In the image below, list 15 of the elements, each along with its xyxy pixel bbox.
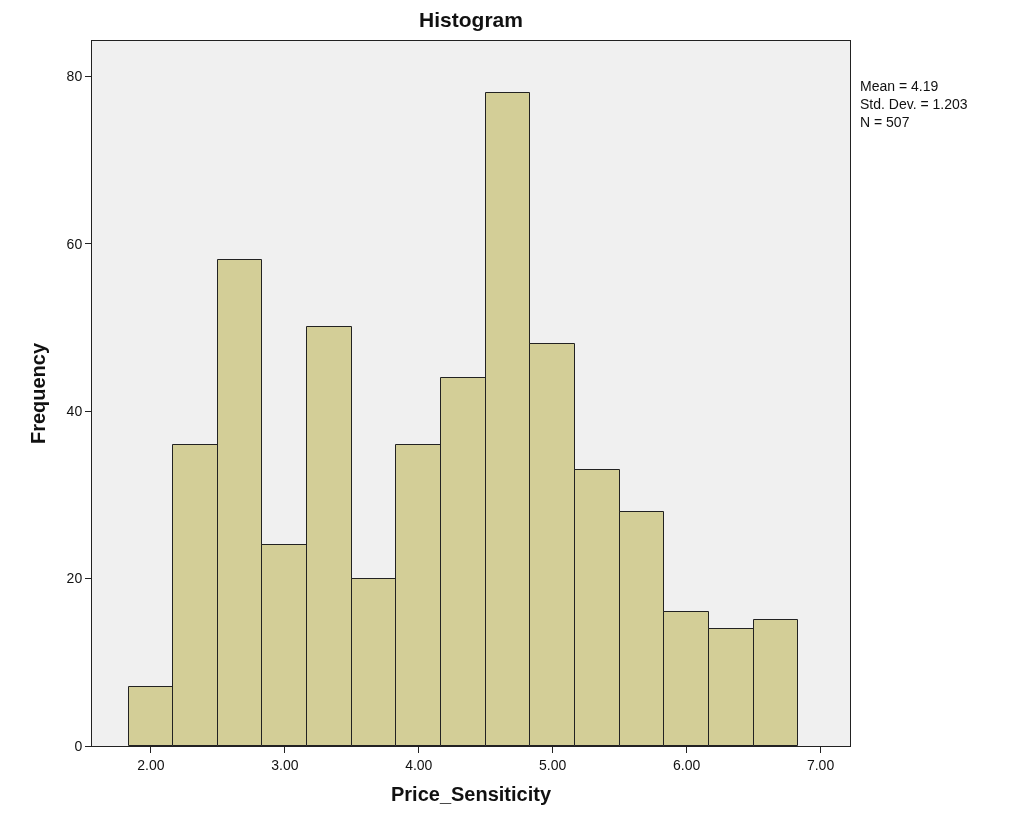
x-axis-title: Price_Sensiticity — [390, 783, 552, 806]
x-tick-label: 4.00 — [405, 756, 433, 773]
text: Mean = 4.19 Std. Dev. = 1.203 N = 507 — [860, 78, 968, 131]
chart-title: Histogram — [419, 8, 523, 32]
x-tick-label: 3.00 — [271, 756, 299, 773]
y-axis-title: Frequency — [27, 342, 50, 445]
y-tick-label: 80 — [66, 68, 83, 85]
y-tick-label: 20 — [66, 570, 83, 587]
x-tick-label: 2.00 — [137, 756, 165, 773]
x-tick-label: 5.00 — [539, 756, 567, 773]
x-tick-label: 7.00 — [806, 756, 835, 773]
y-tick-label: 60 — [66, 235, 83, 252]
y-tick-label: 0 — [74, 737, 83, 754]
x-tick-label: 6.00 — [672, 756, 701, 773]
y-tick-label: 40 — [66, 402, 83, 419]
